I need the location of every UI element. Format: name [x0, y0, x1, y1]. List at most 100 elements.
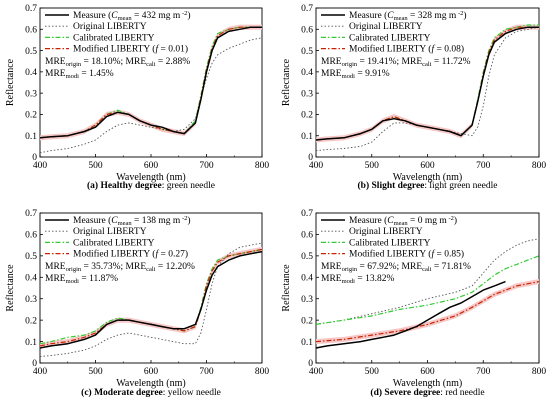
legend-cmean-value: = 328 mg m	[408, 11, 457, 21]
y-tick-label: 0.6	[301, 231, 313, 241]
caption-rest: : yellow needle	[163, 388, 221, 398]
y-tick-label: 0.3	[25, 295, 37, 305]
series-modified-line	[39, 26, 262, 139]
mre-label: MRE	[321, 274, 342, 284]
caption-rest: : red needle	[440, 388, 484, 398]
y-axis-label: Reflectance	[5, 58, 16, 106]
panel-label: (b)	[358, 180, 372, 191]
legend-cmean-subscript: mean	[394, 220, 409, 227]
mre-modi-subscript: modi	[342, 73, 356, 80]
legend-modified-name: Modified LIBERTY (	[73, 44, 155, 55]
x-tick-label: 500	[88, 367, 103, 377]
x-tick-label: 600	[144, 161, 159, 171]
y-tick-label: 0.5	[301, 47, 313, 57]
y-tick-label: 0	[308, 359, 313, 369]
legend-f-symbol: f	[155, 249, 159, 260]
mre-cali-value: = 2.88%	[156, 57, 191, 67]
panel-caption: (c) Moderate degree: yellow needle	[81, 387, 221, 398]
x-tick-label: 400	[33, 161, 48, 171]
y-tick-label: 0.3	[25, 89, 37, 99]
y-tick-label: 0.1	[301, 132, 313, 142]
mre-origin-subscript: origin	[342, 266, 358, 273]
y-axis-label: Reflectance	[5, 264, 16, 312]
legend-label-original: Original LIBERTY	[349, 22, 423, 32]
legend-cmean-symbol: C	[387, 216, 394, 226]
series-measure-line	[39, 26, 262, 139]
panel-caption: (b) Slight degree: light green needle	[358, 180, 498, 191]
x-tick-label: 800	[255, 367, 270, 377]
legend-label-modified: Modified LIBERTY (f = 0.27)	[73, 249, 188, 260]
y-tick-label: 0.4	[301, 68, 313, 78]
legend-cmean-subscript: mean	[118, 15, 133, 22]
legend-cmean-symbol: C	[387, 11, 394, 21]
legend-cmean-exponent: -2	[447, 215, 454, 222]
legend-f-symbol: f	[155, 44, 159, 55]
legend-label-measure: Measure (Cmean = 138 mg m -2)	[73, 215, 191, 227]
y-axis-label: Reflectance	[281, 58, 292, 106]
y-tick-label: 0	[32, 153, 37, 163]
mre-label: MRE	[45, 274, 66, 284]
legend-cmean-exponent: -2	[456, 10, 463, 17]
series-calibrated-line	[39, 248, 263, 345]
panel-1: 400 500 600 700 800 0 0.1 0.2 0.3 0.4 0.5 0.6 0.7 Wav…	[5, 4, 269, 191]
x-tick-label: 700	[476, 161, 491, 171]
legend-cmean-exponent: -2	[180, 10, 187, 17]
mre-label: MRE	[45, 57, 66, 67]
mre-cali-value: = 11.72%	[432, 57, 471, 67]
legend-modified-name: Modified LIBERTY (	[349, 44, 431, 55]
x-tick-label: 400	[33, 367, 48, 377]
mre-label: MRE	[45, 69, 66, 79]
caption-bold: Moderate degree	[94, 388, 163, 398]
modified-band	[316, 279, 539, 345]
mre-cali-subscript: cali	[422, 266, 432, 273]
legend-label-modified: Modified LIBERTY (f = 0.01)	[73, 44, 188, 55]
mre-modi-subscript: modi	[342, 278, 356, 285]
legend-f-value: = 0.01)	[158, 44, 188, 55]
mre-modi-subscript: modi	[66, 278, 80, 285]
mre-label: MRE	[321, 57, 342, 67]
legend-label-calibrated: Calibrated LIBERTY	[73, 33, 155, 43]
mre-label: MRE	[45, 262, 66, 272]
caption-bold: Slight degree	[372, 181, 425, 191]
modified-band	[40, 246, 262, 349]
mre-origin-subscript: origin	[66, 61, 82, 68]
y-tick-label: 0.5	[25, 252, 37, 262]
legend-measure-close: )	[454, 215, 457, 226]
y-tick-label: 0.4	[301, 273, 313, 283]
legend: Measure (Cmean = 0 mg m -2)Original LIBE…	[321, 215, 471, 285]
mre-cali-subscript: cali	[422, 61, 432, 68]
x-tick-label: 500	[88, 161, 103, 171]
series-calibrated-line	[315, 255, 540, 325]
y-tick-label: 0.1	[25, 132, 37, 142]
mre-modi: MREmodi = 13.82%	[321, 274, 394, 285]
x-tick-label: 500	[365, 161, 380, 171]
series-measure-line	[39, 250, 263, 349]
legend-cmean-subscript: mean	[394, 15, 409, 22]
panel-3: 400 500 600 700 800 0 0.1 0.2 0.3 0.4 0.5 0.6 0.7 Wav…	[5, 209, 269, 398]
y-tick-label: 0.5	[25, 47, 37, 57]
legend-label-measure: Measure (Cmean = 328 mg m -2)	[349, 10, 467, 22]
x-axis-label: Wavelength (nm)	[116, 378, 185, 389]
legend-label-measure: Measure (Cmean = 432 mg m -2)	[73, 10, 191, 22]
x-tick-label: 600	[144, 367, 159, 377]
series-measure-line	[315, 280, 506, 349]
panel-caption: (d) Severe degree: red needle	[370, 387, 484, 398]
legend-measure-close: )	[463, 10, 466, 21]
legend-measure-close: )	[187, 215, 190, 226]
panel-label: (d)	[370, 387, 384, 398]
mre-modi-value: = 11.87%	[79, 274, 118, 284]
mre-modi-value: = 1.45%	[79, 69, 114, 79]
series-modified-line	[315, 26, 539, 141]
legend-measure-name: Measure (	[349, 10, 387, 21]
x-tick-label: 400	[309, 367, 324, 377]
series-measure-line	[315, 26, 539, 141]
legend-label-original: Original LIBERTY	[73, 22, 147, 32]
mre-origin-cali: MREorigin = 67.92%; MREcali = 71.81%	[321, 262, 471, 273]
legend-label-original: Original LIBERTY	[349, 227, 423, 237]
mre-modi-value: = 13.82%	[355, 274, 394, 284]
x-tick-label: 700	[476, 367, 491, 377]
mre-label: MRE	[321, 262, 342, 272]
y-tick-label: 0.4	[25, 68, 37, 78]
legend: Measure (Cmean = 328 mg m -2)Original LI…	[321, 10, 471, 80]
